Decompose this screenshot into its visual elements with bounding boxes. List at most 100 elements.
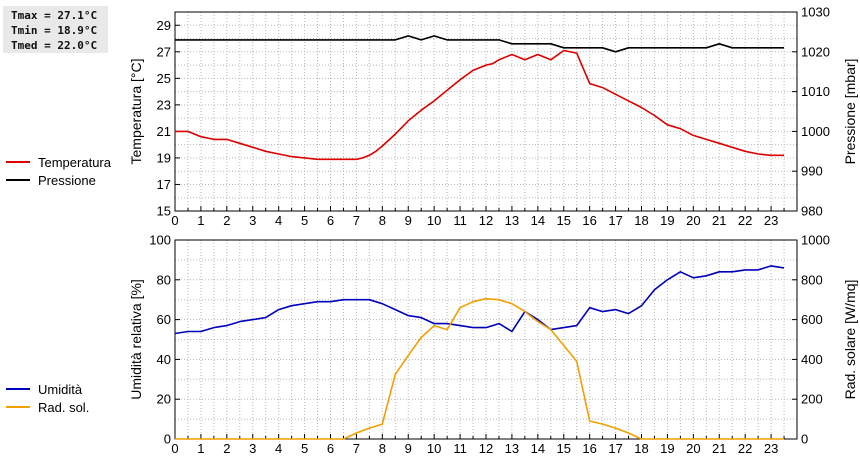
x-tick-label: 13 (505, 441, 519, 456)
legend-swatch-radsol (6, 406, 30, 408)
y2-tick-label: 600 (801, 312, 823, 327)
x-tick-label: 17 (608, 213, 622, 228)
y-tick-label: 20 (157, 392, 171, 407)
x-tick-label: 13 (505, 213, 519, 228)
x-tick-label: 5 (301, 441, 308, 456)
x-tick-label: 10 (427, 441, 441, 456)
x-tick-label: 21 (712, 213, 726, 228)
legend-label-umidita: Umidità (38, 381, 83, 397)
x-tick-label: 11 (453, 441, 467, 456)
legend-swatch-pressione (6, 179, 30, 181)
legend-bottom: Umidità Rad. sol. (6, 380, 89, 416)
x-tick-label: 19 (660, 441, 674, 456)
y2-tick-label: 990 (801, 164, 823, 179)
x-tick-label: 11 (453, 213, 467, 228)
x-tick-label: 23 (764, 213, 778, 228)
y-tick-label: 21 (157, 124, 171, 139)
x-tick-label: 23 (764, 441, 778, 456)
x-tick-label: 21 (712, 441, 726, 456)
y2-axis-label: Rad. solare [W/mq] (842, 280, 858, 400)
y2-axis-label: Pressione [mbar] (842, 59, 858, 165)
legend-label-temperatura: Temperatura (38, 154, 111, 170)
x-tick-label: 16 (582, 441, 596, 456)
x-tick-label: 17 (608, 441, 622, 456)
y-tick-label: 100 (149, 233, 171, 248)
y-tick-label: 27 (157, 44, 171, 59)
y-tick-label: 17 (157, 177, 171, 192)
stat-tmed: Tmed = 22.0°C (11, 39, 98, 52)
x-tick-label: 6 (327, 213, 334, 228)
stats-box: Tmax = 27.1°C Tmin = 18.9°C Tmed = 22.0°… (3, 6, 108, 53)
x-tick-label: 1 (197, 213, 204, 228)
x-tick-label: 15 (557, 441, 571, 456)
x-tick-label: 4 (275, 213, 282, 228)
series-line-rad-sol- (175, 297, 784, 440)
legend-item-umidita: Umidità (6, 380, 89, 398)
y-tick-label: 15 (157, 204, 171, 219)
legend-top: Temperatura Pressione (6, 153, 111, 189)
y-tick-label: 23 (157, 97, 171, 112)
y-axis-label: Umidità relativa [%] (128, 279, 144, 400)
x-tick-label: 19 (660, 213, 674, 228)
x-tick-label: 10 (427, 213, 441, 228)
x-tick-label: 12 (479, 441, 493, 456)
x-tick-label: 22 (738, 213, 752, 228)
x-tick-label: 15 (557, 213, 571, 228)
y2-tick-label: 800 (801, 272, 823, 287)
y-tick-label: 29 (157, 18, 171, 33)
x-tick-label: 7 (353, 213, 360, 228)
legend-label-pressione: Pressione (38, 172, 96, 188)
x-tick-label: 20 (686, 213, 700, 228)
x-tick-label: 3 (249, 441, 256, 456)
x-tick-label: 14 (531, 441, 545, 456)
y-tick-label: 0 (164, 432, 171, 447)
y2-tick-label: 400 (801, 352, 823, 367)
x-tick-label: 9 (405, 213, 412, 228)
y2-tick-label: 1000 (801, 124, 830, 139)
x-tick-label: 12 (479, 213, 493, 228)
x-tick-label: 14 (531, 213, 545, 228)
legend-item-pressione: Pressione (6, 171, 111, 189)
y2-tick-label: 1030 (801, 5, 830, 20)
series-line-umidit- (174, 265, 785, 335)
x-tick-label: 18 (634, 213, 648, 228)
x-tick-label: 8 (379, 213, 386, 228)
y2-tick-label: 1000 (801, 233, 830, 248)
x-tick-label: 20 (686, 441, 700, 456)
x-tick-label: 5 (301, 213, 308, 228)
series-line-temperatura (175, 49, 784, 161)
x-tick-label: 22 (738, 441, 752, 456)
x-tick-label: 2 (223, 441, 230, 456)
y2-tick-label: 0 (801, 432, 808, 447)
x-tick-label: 3 (249, 213, 256, 228)
x-tick-label: 4 (275, 441, 282, 456)
legend-item-temperatura: Temperatura (6, 153, 111, 171)
legend-swatch-temperatura (6, 161, 30, 163)
y2-tick-label: 200 (801, 392, 823, 407)
legend-swatch-umidita (6, 388, 30, 390)
y-tick-label: 19 (157, 150, 171, 165)
legend-item-radsol: Rad. sol. (6, 398, 89, 416)
y-tick-label: 40 (157, 352, 171, 367)
x-tick-label: 9 (405, 441, 412, 456)
x-tick-label: 8 (379, 441, 386, 456)
x-tick-label: 16 (582, 213, 596, 228)
y-tick-label: 60 (157, 312, 171, 327)
y2-tick-label: 1020 (801, 44, 830, 59)
y2-tick-label: 980 (801, 204, 823, 219)
x-tick-label: 2 (223, 213, 230, 228)
legend-label-radsol: Rad. sol. (38, 399, 90, 415)
x-tick-label: 18 (634, 441, 648, 456)
y-axis-label: Temperatura [°C] (128, 59, 144, 165)
x-tick-label: 7 (353, 441, 360, 456)
stat-tmin: Tmin = 18.9°C (11, 24, 98, 37)
y2-tick-label: 1010 (801, 84, 830, 99)
x-tick-label: 6 (327, 441, 334, 456)
stat-tmax: Tmax = 27.1°C (11, 9, 98, 22)
x-tick-label: 0 (171, 213, 178, 228)
y-tick-label: 25 (157, 71, 171, 86)
x-tick-label: 0 (171, 441, 178, 456)
x-tick-label: 1 (197, 441, 204, 456)
series-line-pressione (175, 35, 784, 53)
